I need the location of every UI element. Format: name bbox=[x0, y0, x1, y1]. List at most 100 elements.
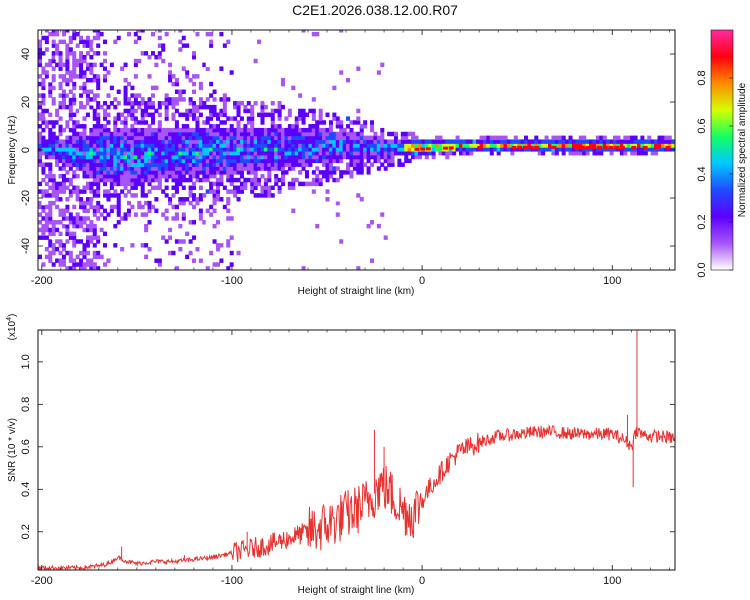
heatmap-cell bbox=[48, 212, 53, 217]
heatmap-cell bbox=[229, 235, 234, 240]
heatmap-cell bbox=[58, 58, 63, 64]
heatmap-cell bbox=[263, 143, 268, 148]
heatmap-cell bbox=[510, 150, 515, 156]
heatmap-cell bbox=[421, 143, 426, 148]
snr-exponent-power: 4 bbox=[6, 317, 13, 321]
heatmap-cell bbox=[195, 246, 200, 252]
heatmap-cell bbox=[137, 200, 142, 206]
heatmap-cell bbox=[89, 101, 94, 106]
heatmap-cell bbox=[578, 143, 583, 148]
heatmap-cell bbox=[188, 170, 193, 175]
heatmap-cell bbox=[51, 135, 56, 141]
heatmap-cell bbox=[96, 81, 101, 87]
heatmap-cell bbox=[79, 147, 84, 152]
heatmap-cell bbox=[150, 185, 155, 190]
heatmap-cell bbox=[44, 220, 49, 225]
heatmap-cell bbox=[72, 120, 77, 125]
heatmap-cell bbox=[140, 154, 145, 160]
heatmap-cell bbox=[38, 74, 43, 79]
heatmap-cell bbox=[253, 154, 258, 160]
heatmap-cell bbox=[322, 143, 327, 148]
heatmap-cell bbox=[308, 162, 313, 167]
heatmap-cell bbox=[469, 150, 474, 156]
heatmap-cell bbox=[616, 139, 621, 144]
heatmap-cell bbox=[209, 204, 214, 210]
heatmap-cell bbox=[623, 139, 628, 144]
heatmap-cell bbox=[164, 158, 169, 164]
heatmap-cell bbox=[41, 147, 46, 152]
heatmap-cell bbox=[65, 220, 70, 225]
heatmap-cell bbox=[192, 185, 197, 190]
heatmap-cell bbox=[205, 177, 210, 183]
heatmap-cell bbox=[65, 62, 70, 68]
heatmap-cell bbox=[103, 243, 108, 248]
heatmap-cell bbox=[79, 101, 84, 106]
heatmap-cell bbox=[328, 139, 333, 144]
heatmap-cell bbox=[79, 262, 84, 267]
heatmap-cell bbox=[188, 143, 193, 148]
y-tick-label: 0.6 bbox=[20, 439, 32, 454]
heatmap-cell bbox=[376, 135, 381, 141]
heatmap-cell bbox=[99, 139, 104, 144]
heatmap-cell bbox=[161, 170, 166, 175]
heatmap-cell bbox=[267, 177, 272, 183]
heatmap-cell bbox=[65, 93, 70, 98]
heatmap-cell bbox=[188, 193, 193, 198]
heatmap-cell bbox=[267, 143, 272, 148]
heatmap-cell bbox=[185, 231, 190, 237]
heatmap-cell bbox=[44, 39, 49, 45]
x-tick-label: 100 bbox=[603, 275, 621, 287]
heatmap-cell bbox=[126, 108, 132, 114]
heatmap-cell bbox=[157, 166, 162, 171]
heatmap-cell bbox=[96, 166, 101, 171]
heatmap-cell bbox=[181, 147, 186, 152]
heatmap-cell bbox=[260, 116, 265, 121]
heatmap-cell bbox=[92, 262, 97, 267]
heatmap-cell bbox=[147, 189, 152, 194]
heatmap-cell bbox=[126, 112, 132, 117]
heatmap-cell bbox=[181, 135, 186, 141]
heatmap-cell bbox=[157, 43, 162, 48]
heatmap-cell bbox=[226, 200, 231, 206]
heatmap-cell bbox=[250, 124, 255, 129]
heatmap-cell bbox=[356, 116, 361, 121]
heatmap-cell bbox=[168, 235, 173, 240]
heatmap-cell bbox=[424, 150, 429, 156]
heatmap-cell bbox=[370, 135, 375, 141]
heatmap-cell bbox=[79, 54, 84, 60]
heatmap-cell bbox=[198, 177, 203, 183]
heatmap-cell bbox=[168, 147, 173, 152]
y-tick-label: -20 bbox=[20, 190, 32, 206]
heatmap-cell bbox=[58, 158, 63, 164]
heatmap-cell bbox=[448, 143, 453, 148]
heatmap-cell bbox=[44, 154, 49, 160]
heatmap-cell bbox=[72, 189, 77, 194]
heatmap-cell bbox=[41, 108, 46, 114]
heatmap-cell bbox=[164, 170, 169, 175]
heatmap-cell bbox=[106, 112, 111, 117]
heatmap-cell bbox=[164, 112, 169, 117]
heatmap-cell bbox=[75, 216, 80, 221]
heatmap-cell bbox=[212, 135, 217, 141]
heatmap-cell bbox=[154, 62, 159, 68]
heatmap-cell bbox=[239, 135, 244, 141]
heatmap-cell bbox=[38, 204, 43, 210]
heatmap-cell bbox=[82, 58, 87, 64]
heatmap-cell bbox=[198, 212, 203, 217]
heatmap-cell bbox=[133, 143, 138, 148]
heatmap-cell bbox=[298, 147, 303, 152]
heatmap-cell bbox=[613, 135, 618, 141]
heatmap-cell bbox=[257, 166, 262, 171]
heatmap-cell bbox=[589, 139, 594, 144]
heatmap-cell bbox=[328, 150, 333, 156]
heatmap-cell bbox=[164, 139, 169, 144]
heatmap-cell bbox=[171, 158, 176, 164]
heatmap-cell bbox=[209, 147, 214, 152]
heatmap-cell bbox=[72, 31, 77, 37]
heatmap-cell bbox=[342, 139, 347, 144]
heatmap-cell bbox=[246, 131, 251, 137]
heatmap-cell bbox=[157, 35, 162, 41]
heatmap-cell bbox=[551, 150, 556, 156]
heatmap-cell bbox=[150, 154, 155, 160]
heatmap-cell bbox=[75, 239, 80, 244]
